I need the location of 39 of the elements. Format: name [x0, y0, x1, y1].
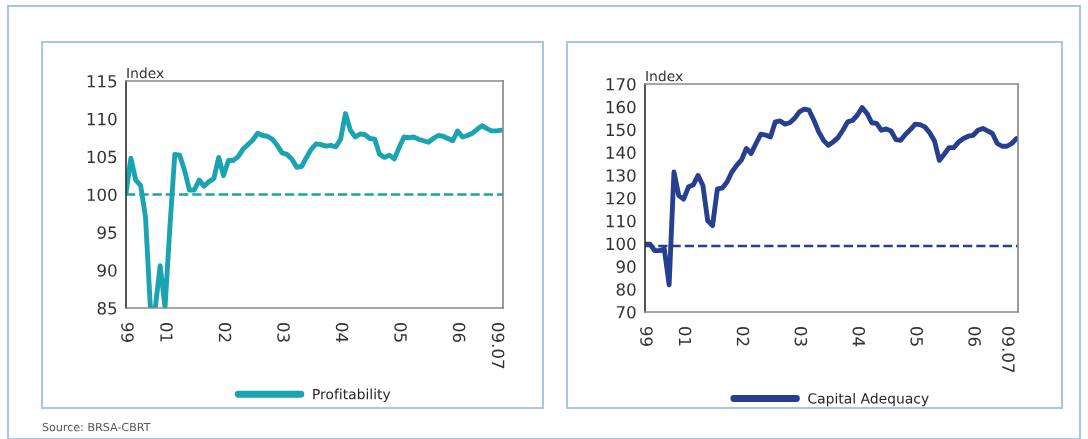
y-tick-label: 120	[606, 191, 636, 205]
y-tick-label: 90	[97, 264, 117, 277]
y-tick-label: 85	[97, 301, 117, 315]
y-tick-label: 100	[606, 237, 636, 251]
y-tick-label: 115	[87, 75, 117, 88]
source-note: Source: BRSA-CBRT	[42, 422, 151, 432]
y-tick-label: 150	[606, 123, 636, 137]
x-tick-label: 04	[335, 322, 349, 343]
x-tick-label: 02	[218, 322, 232, 342]
y-axis-title: Index	[127, 67, 164, 79]
y-tick-label: 100	[87, 188, 117, 202]
x-tick-label: 01	[678, 326, 692, 346]
y-tick-label: 110	[606, 214, 636, 228]
y-tick-label: 105	[87, 150, 117, 164]
x-tick-label: 03	[794, 326, 808, 346]
y-tick-label: 90	[616, 260, 636, 273]
x-tick-label: 03	[277, 322, 290, 342]
x-tick-label: 02	[736, 326, 750, 346]
x-tick-label: 01	[160, 322, 173, 342]
y-axis-title: Index	[646, 70, 683, 82]
y-tick-label: 130	[606, 169, 636, 182]
y-tick-label: 140	[606, 146, 636, 159]
y-tick-label: 170	[606, 77, 636, 91]
y-tick-label: 110	[87, 112, 117, 126]
x-tick-label: 04	[852, 326, 866, 347]
x-tick-label: 99	[640, 326, 653, 346]
x-tick-label: 09.07	[491, 322, 505, 369]
x-tick-label: 06	[968, 326, 981, 347]
y-tick-label: 70	[616, 305, 636, 319]
x-tick-label: 05	[910, 326, 923, 346]
y-tick-label: 160	[606, 100, 636, 114]
y-tick-label: 80	[616, 283, 636, 296]
x-tick-label: 09.07	[1002, 326, 1015, 373]
y-tick-label: 95	[97, 226, 117, 239]
legend-label: Capital Adequacy	[808, 392, 929, 407]
x-tick-label: 05	[394, 322, 407, 342]
x-tick-label: 99	[121, 322, 134, 342]
legend-label: Profitability	[313, 388, 391, 403]
x-tick-label: 06	[452, 322, 466, 343]
